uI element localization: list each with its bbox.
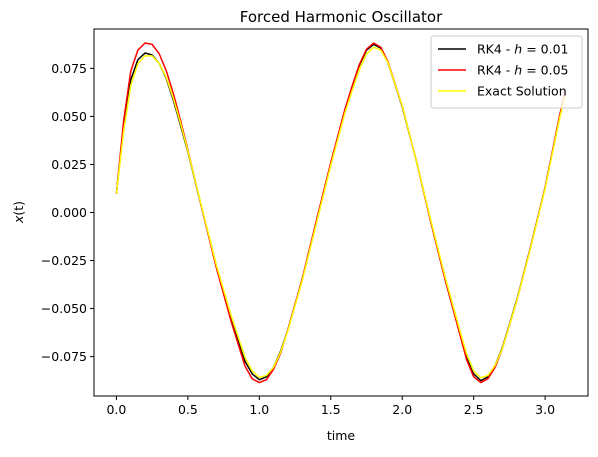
- y-axis: −0.075 −0.050 −0.025 0.000 0.025 0.050 0.075: [41, 61, 94, 364]
- y-tick-label: −0.025: [41, 253, 87, 268]
- legend-items: RK4 - h = 0.01 RK4 - h = 0.05 Exact Soluti…: [438, 42, 569, 99]
- x-tick-label: 2.5: [464, 402, 484, 417]
- legend: RK4 - h = 0.01 RK4 - h = 0.05 Exact Soluti…: [430, 35, 583, 109]
- x-tick-label: 0.0: [106, 402, 126, 417]
- chart-title: Forced Harmonic Oscillator: [240, 8, 443, 26]
- y-axis-label-arg: (t): [11, 201, 26, 216]
- x-tick-label: 1.5: [321, 402, 341, 417]
- x-tick-label: 3.0: [535, 402, 555, 417]
- legend-label-0: RK4 - h = 0.01: [477, 42, 569, 57]
- y-tick-label: −0.050: [41, 301, 87, 316]
- y-axis-label: x(t): [11, 201, 26, 224]
- y-tick-label: 0.075: [51, 61, 87, 76]
- y-tick-label: 0.050: [51, 109, 87, 124]
- legend-label-1: RK4 - h = 0.05: [477, 63, 569, 78]
- y-axis-label-var: x: [11, 215, 26, 224]
- y-tick-label: 0.025: [51, 157, 87, 172]
- x-tick-label: 2.0: [392, 402, 412, 417]
- legend-box: [430, 35, 583, 109]
- x-tick-label: 1.0: [249, 402, 269, 417]
- series-line-1: [115, 42, 566, 384]
- x-tick-label: 0.5: [178, 402, 198, 417]
- y-tick-label: −0.075: [41, 349, 87, 364]
- x-axis-label: time: [327, 428, 356, 443]
- y-tick-label: 0.000: [51, 205, 87, 220]
- series-line-2: [115, 46, 566, 379]
- legend-label-2: Exact Solution: [477, 84, 567, 99]
- x-axis: 0.0 0.5 1.0 1.5 2.0 2.5 3.0: [106, 396, 555, 417]
- series-layer: [115, 42, 566, 384]
